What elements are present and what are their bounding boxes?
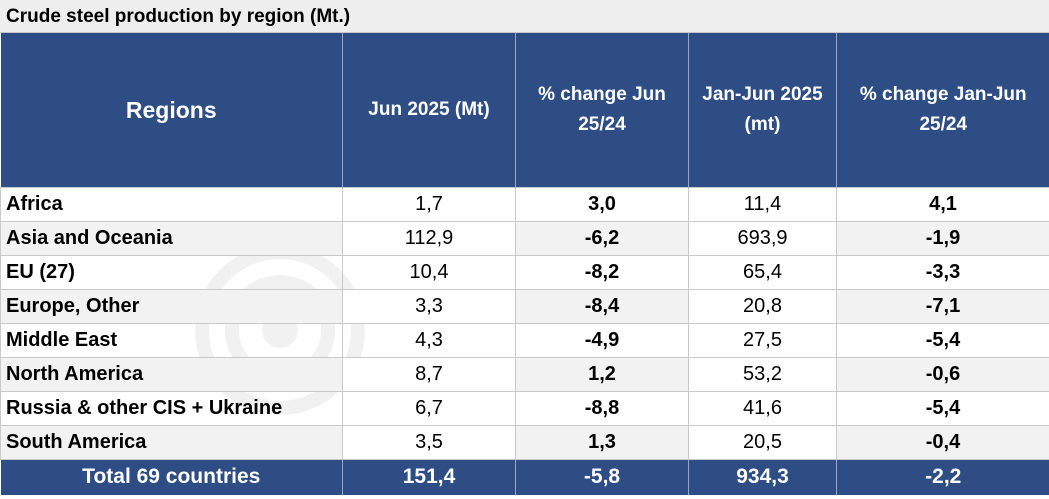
ytd-value-cell: 693,9	[688, 220, 837, 256]
table-row: Middle East 4,3 -4,9 27,5 -5,4	[0, 322, 1049, 358]
header-pct-change-jan-jun: % change Jan-Jun 25/24	[836, 33, 1049, 187]
header-row: Regions Jun 2025 (Mt) % change Jun 25/24…	[0, 33, 1049, 187]
ytd-value-cell: 27,5	[688, 322, 837, 358]
total-row: Total 69 countries 151,4 -5,8 934,3 -2,2	[0, 459, 1049, 495]
header-regions: Regions	[0, 33, 343, 187]
steel-production-table: Regions Jun 2025 (Mt) % change Jun 25/24…	[0, 33, 1049, 495]
ytd-value-cell: 11,4	[688, 186, 837, 222]
table-row: Africa 1,7 3,0 11,4 4,1	[0, 186, 1049, 222]
jun-value-cell: 3,3	[342, 288, 516, 324]
total-label: Total 69 countries	[0, 459, 343, 495]
ytd-value-cell: 53,2	[688, 356, 837, 392]
jun-value-cell: 8,7	[342, 356, 516, 392]
region-cell: Middle East	[0, 322, 343, 358]
total-jun: 151,4	[342, 459, 516, 495]
region-cell: Russia & other CIS + Ukraine	[0, 390, 343, 426]
ytd-pct-cell: -7,1	[836, 288, 1049, 324]
region-cell: Africa	[0, 186, 343, 222]
jun-pct-cell: -8,2	[515, 254, 689, 290]
header-jan-jun-2025: Jan-Jun 2025 (mt)	[688, 33, 837, 187]
ytd-value-cell: 41,6	[688, 390, 837, 426]
ytd-pct-cell: -5,4	[836, 322, 1049, 358]
jun-pct-cell: -4,9	[515, 322, 689, 358]
region-cell: South America	[0, 424, 343, 460]
header-pct-change-jun: % change Jun 25/24	[515, 33, 689, 187]
ytd-pct-cell: -3,3	[836, 254, 1049, 290]
jun-pct-cell: -8,4	[515, 288, 689, 324]
table-row: Russia & other CIS + Ukraine 6,7 -8,8 41,6-…	[0, 390, 1049, 426]
region-cell: North America	[0, 356, 343, 392]
jun-value-cell: 4,3	[342, 322, 516, 358]
jun-value-cell: 112,9	[342, 220, 516, 256]
region-cell: Asia and Oceania	[0, 220, 343, 256]
total-ytd-pct: -2,2	[836, 459, 1049, 495]
ytd-value-cell: 20,8	[688, 288, 837, 324]
ytd-value-cell: 65,4	[688, 254, 837, 290]
ytd-pct-cell: 4,1	[836, 186, 1049, 222]
jun-value-cell: 10,4	[342, 254, 516, 290]
ytd-pct-cell: -0,4	[836, 424, 1049, 460]
ytd-pct-cell: -1,9	[836, 220, 1049, 256]
jun-pct-cell: 3,0	[515, 186, 689, 222]
total-jun-pct: -5,8	[515, 459, 689, 495]
total-ytd: 934,3	[688, 459, 837, 495]
ytd-value-cell: 20,5	[688, 424, 837, 460]
table-row: North America 8,7 1,2 53,2 -0,6	[0, 356, 1049, 392]
region-cell: EU (27)	[0, 254, 343, 290]
table-row: Asia and Oceania 112,9 -6,2 693,9 -1,9	[0, 220, 1049, 256]
jun-value-cell: 3,5	[342, 424, 516, 460]
table-row: South America 3,5 1,3 20,5 -0,4	[0, 424, 1049, 460]
jun-value-cell: 1,7	[342, 186, 516, 222]
jun-pct-cell: 1,2	[515, 356, 689, 392]
jun-value-cell: 6,7	[342, 390, 516, 426]
table-body: Africa 1,7 3,0 11,4 4,1 Asia and Oceania 112,9…	[0, 186, 1049, 460]
jun-pct-cell: 1,3	[515, 424, 689, 460]
ytd-pct-cell: -5,4	[836, 390, 1049, 426]
table-row: EU (27) 10,4 -8,2 65,4 -3,3	[0, 254, 1049, 290]
header-jun-2025: Jun 2025 (Mt)	[342, 33, 516, 187]
table-row: Europe, Other 3,3 -8,4 20,8 -7,1	[0, 288, 1049, 324]
jun-pct-cell: -8,8	[515, 390, 689, 426]
table-title: Crude steel production by region (Mt.)	[6, 6, 351, 27]
region-cell: Europe, Other	[0, 288, 343, 324]
table-title-bar: Crude steel production by region (Mt.)	[0, 0, 1049, 33]
jun-pct-cell: -6,2	[515, 220, 689, 256]
ytd-pct-cell: -0,6	[836, 356, 1049, 392]
